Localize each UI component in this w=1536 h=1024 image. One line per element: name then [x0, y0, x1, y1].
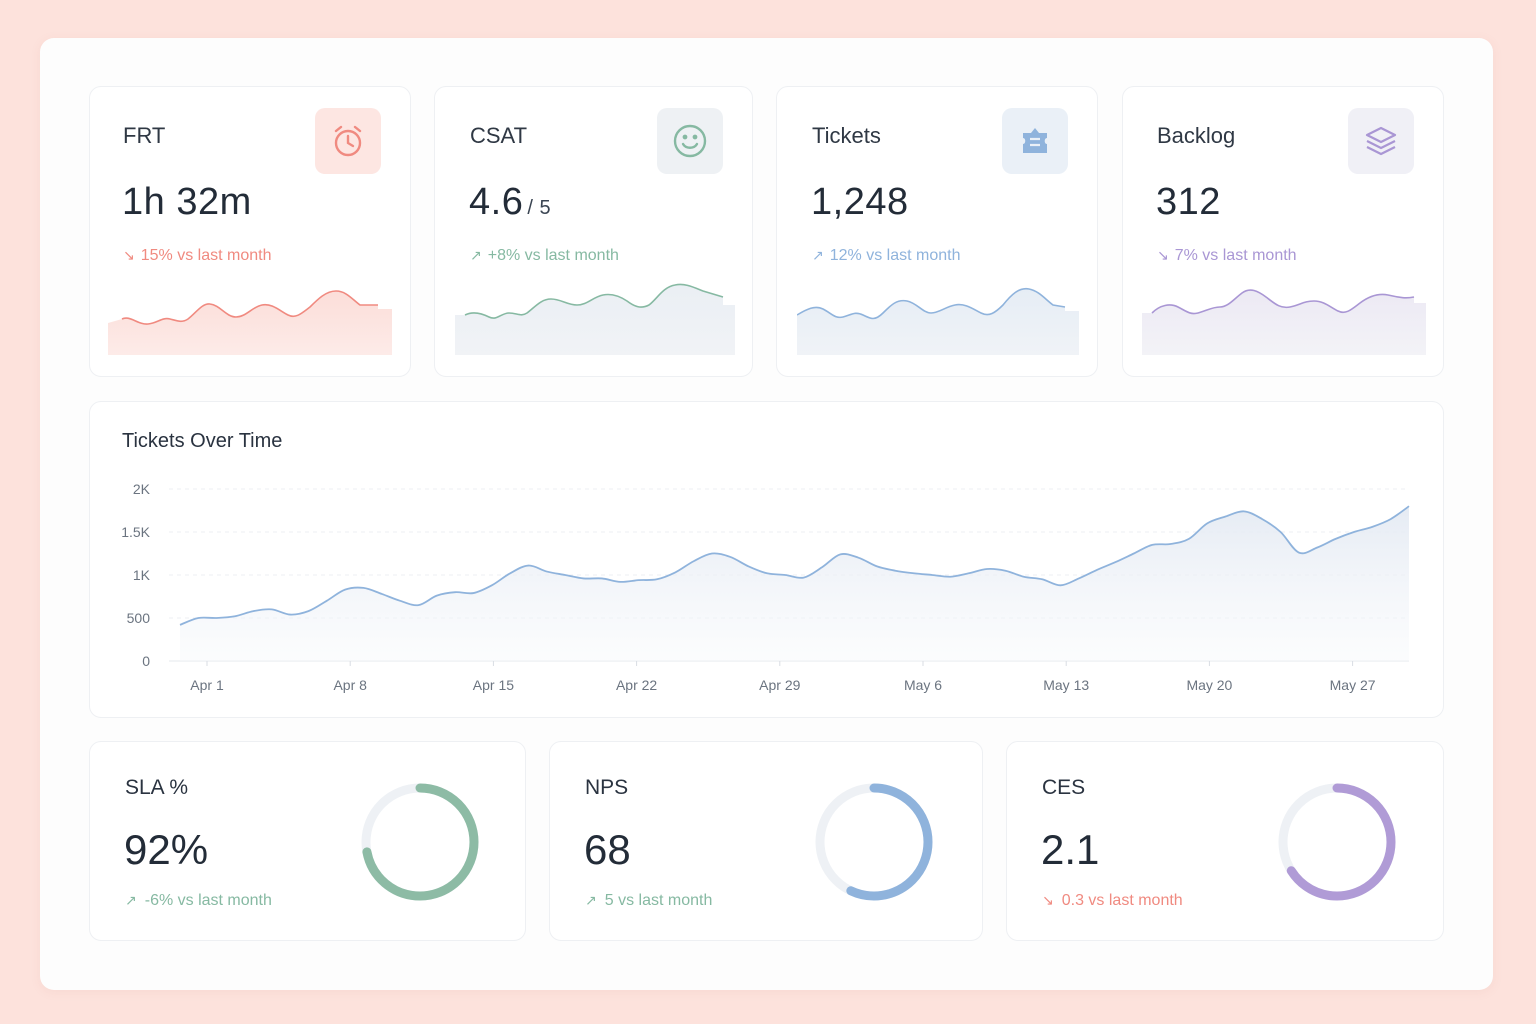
donut-progress-arc	[815, 783, 933, 901]
donut-progress-arc	[1278, 783, 1396, 901]
nps-donut-chart	[815, 783, 933, 901]
arrow-down-right-icon: ↘	[1042, 892, 1054, 908]
sla-donut-chart	[361, 783, 479, 901]
kpi-title: FRT	[123, 123, 166, 148]
kpi-card-frt[interactable]: FRT 1h 32m ↘ 15% vs last month	[89, 86, 411, 377]
donut-trend: ↘ 0.3 vs last month	[1042, 892, 1183, 909]
arrow-up-right-icon: ↗	[470, 247, 482, 263]
tickets-over-time-card: Tickets Over Time 0 500 1K 1.5K 2K Apr 1 Apr …	[89, 401, 1444, 718]
kpi-title: Tickets	[812, 123, 881, 148]
x-tick-label: May 27	[1330, 677, 1376, 693]
kpi-value: 1h 32m	[122, 181, 252, 223]
x-tick-label: Apr 8	[333, 677, 367, 693]
donut-value: 2.1	[1041, 826, 1100, 873]
donut-card-sla[interactable]: SLA % 92% ↗ -6% vs last month	[89, 741, 526, 941]
donut-title: SLA %	[125, 776, 189, 799]
x-tick-label: Apr 22	[616, 677, 657, 693]
donut-trend: ↗ -6% vs last month	[125, 892, 272, 909]
donut-card-nps[interactable]: NPS 68 ↗ 5 vs last month	[549, 741, 983, 941]
kpi-trend: ↘ 15% vs last month	[123, 247, 272, 264]
ticket-icon	[1002, 108, 1068, 174]
sparkline-chart	[455, 283, 735, 355]
kpi-trend: ↗ 12% vs last month	[812, 247, 961, 264]
kpi-value: 312	[1156, 181, 1221, 223]
sparkline-chart	[108, 290, 392, 355]
kpi-unit: / 5	[527, 197, 552, 219]
kpi-value: 4.6/ 5	[469, 181, 552, 223]
kpi-card-backlog[interactable]: Backlog 312 ↘ 7% vs last month	[1122, 86, 1444, 377]
smiley-face-icon	[657, 108, 723, 174]
donut-title: NPS	[585, 776, 629, 799]
kpi-value: 1,248	[811, 181, 909, 223]
layers-stack-icon	[1348, 108, 1414, 174]
tickets-line	[179, 505, 1410, 626]
donut-value: 92%	[124, 826, 209, 873]
y-tick-label: 1K	[133, 567, 151, 583]
x-tick-label: May 6	[904, 677, 942, 693]
donut-card-ces[interactable]: CES 2.1 ↘ 0.3 vs last month	[1006, 741, 1444, 941]
kpi-title: Backlog	[1157, 123, 1236, 148]
kpi-card-tickets[interactable]: Tickets 1,248 ↗ 12% vs last month	[776, 86, 1098, 377]
y-tick-label: 0	[142, 653, 150, 669]
sparkline-chart	[1142, 289, 1426, 355]
alarm-clock-icon	[315, 108, 381, 174]
arrow-down-right-icon: ↘	[1157, 247, 1169, 263]
y-tick-label: 2K	[133, 481, 151, 497]
y-tick-label: 1.5K	[121, 524, 150, 540]
x-tick-label: Apr 29	[759, 677, 800, 693]
tickets-area	[180, 506, 1409, 661]
donut-title: CES	[1042, 776, 1086, 799]
x-tick-label: May 13	[1043, 677, 1089, 693]
arrow-up-right-icon: ↗	[125, 892, 137, 908]
donut-value: 68	[584, 826, 631, 873]
tickets-over-time-chart: 0 500 1K 1.5K 2K Apr 1 Apr 8 Apr 15 Apr 22 Apr 2…	[121, 481, 1410, 693]
kpi-title: CSAT	[470, 123, 528, 148]
arrow-down-right-icon: ↘	[123, 247, 135, 263]
x-tick-label: May 20	[1186, 677, 1232, 693]
donut-progress-arc	[361, 783, 479, 901]
kpi-trend: ↗ +8% vs last month	[470, 247, 619, 264]
sparkline-chart	[797, 287, 1079, 355]
kpi-trend: ↘ 7% vs last month	[1157, 247, 1297, 264]
x-tick-label: Apr 15	[473, 677, 514, 693]
chart-title: Tickets Over Time	[122, 430, 283, 452]
kpi-card-csat[interactable]: CSAT 4.6/ 5 ↗ +8% vs last month	[434, 86, 753, 377]
ces-donut-chart	[1278, 783, 1396, 901]
y-tick-label: 500	[127, 610, 151, 626]
x-tick-label: Apr 1	[190, 677, 224, 693]
dashboard-panel: FRT 1h 32m ↘ 15% vs last month CSAT 4.6/ …	[40, 38, 1493, 990]
arrow-up-right-icon: ↗	[585, 892, 597, 908]
donut-trend: ↗ 5 vs last month	[585, 892, 713, 909]
arrow-up-right-icon: ↗	[812, 247, 824, 263]
